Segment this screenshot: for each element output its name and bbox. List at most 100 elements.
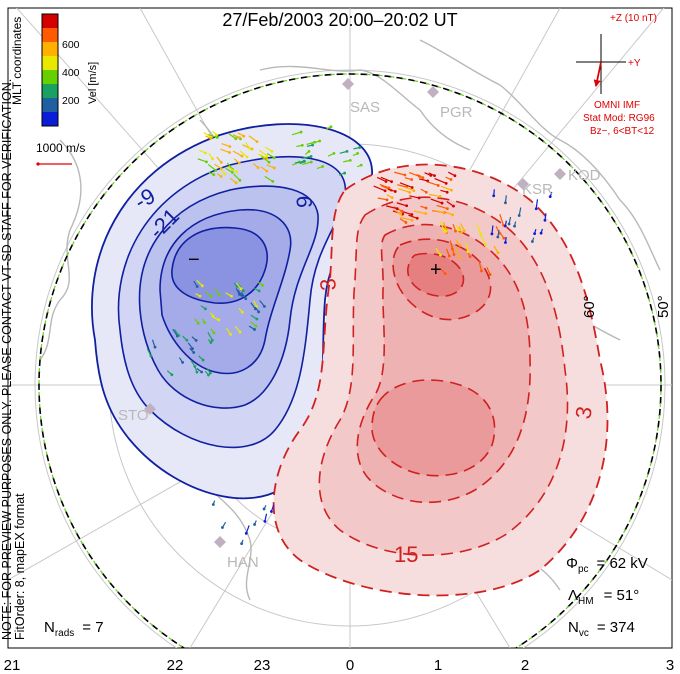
velocity-vector-origin <box>433 174 436 178</box>
velocity-vector-origin <box>239 287 243 291</box>
velocity-vector-origin <box>395 207 399 211</box>
colorbar-tick-600: 600 <box>62 39 80 51</box>
velocity-vector-origin <box>240 154 244 158</box>
velocity-vector-origin <box>418 175 422 178</box>
velocity-vector-origin <box>218 293 221 297</box>
velocity-vector-origin <box>300 143 304 147</box>
velocity-vector-origin <box>458 243 462 247</box>
velocity-vector-origin <box>185 338 189 342</box>
velocity-vector-origin <box>170 373 174 377</box>
velocity-vector <box>408 172 420 178</box>
velocity-vector <box>491 225 494 235</box>
velocity-vector-origin <box>496 235 500 239</box>
colorbar-cell <box>42 70 58 85</box>
velocity-vector-origin <box>196 321 200 325</box>
velocity-vector-origin <box>533 232 537 236</box>
velocity-vector-origin <box>229 332 233 336</box>
velocity-vector-origin <box>198 294 202 298</box>
velocity-vector-origin <box>209 137 213 140</box>
velocity-vector <box>433 209 444 213</box>
velocity-vector <box>197 158 207 163</box>
scale-vector-origin <box>36 162 40 166</box>
velocity-vector-origin <box>270 149 274 153</box>
velocity-vector <box>465 242 469 252</box>
mlt-tick-1: 1 <box>434 657 442 674</box>
velocity-vector-origin <box>415 216 419 220</box>
velocity-vector-origin <box>452 204 455 208</box>
velocity-vector-origin <box>466 250 470 254</box>
imf-dial <box>576 34 626 94</box>
velocity-vector-origin <box>404 221 408 224</box>
map-title: 27/Feb/2003 20:00–20:02 UT <box>222 10 457 30</box>
velocity-vector <box>476 224 482 235</box>
station-label-sto: STO <box>118 407 149 424</box>
velocity-vector-origin <box>452 253 456 256</box>
velocity-vector-origin <box>442 210 445 214</box>
velocity-vector <box>450 243 455 255</box>
velocity-vector-origin <box>248 146 252 150</box>
velocity-vector-origin <box>237 161 241 165</box>
velocity-vector-origin <box>345 149 349 153</box>
hm-boundary-green <box>38 73 662 648</box>
colorbar-cell <box>42 28 58 43</box>
velocity-vector-origin <box>200 284 204 288</box>
station-label-kod: KOD <box>568 167 601 184</box>
velocity-vector-origin <box>496 251 500 255</box>
velocity-vector <box>248 135 258 143</box>
velocity-vector-origin <box>534 207 538 211</box>
velocity-vector <box>233 173 241 181</box>
velocity-vectors <box>146 125 553 546</box>
velocity-vector-origin <box>255 317 259 321</box>
velocity-vector-origin <box>417 196 421 200</box>
velocity-vector <box>435 247 441 256</box>
velocity-vector-origin <box>383 189 387 193</box>
velocity-vector-origin <box>390 196 394 200</box>
contour-label-15: 15 <box>394 542 418 567</box>
velocity-vector <box>294 160 305 164</box>
velocity-vector-origin <box>272 166 276 170</box>
velocity-vector-origin <box>256 166 260 170</box>
velocity-vector <box>227 166 237 173</box>
velocity-vector-origin <box>208 371 212 375</box>
velocity-vector-origin <box>228 151 232 154</box>
velocity-vector-origin <box>267 160 271 164</box>
contour-label-9: 9 <box>292 196 317 208</box>
velocity-vector <box>379 183 390 189</box>
velocity-vector <box>302 161 312 165</box>
mlt-tick-21: 21 <box>4 657 21 674</box>
velocity-vector <box>400 216 413 221</box>
velocity-vector-origin <box>539 231 543 235</box>
velocity-vector <box>385 205 398 210</box>
velocity-vector <box>207 332 213 341</box>
velocity-vector <box>232 150 243 157</box>
velocity-vector <box>397 184 407 188</box>
potential-min-marker: − <box>188 249 200 271</box>
velocity-vector-origin <box>449 178 453 181</box>
station-label-ksr: KSR <box>522 181 553 198</box>
positive-potential-cell <box>272 163 609 597</box>
contour-label-3-right: 3 <box>570 404 597 420</box>
velocity-vector-origin <box>250 147 254 151</box>
velocity-vector-origin <box>195 370 199 374</box>
lat-label-60: 60° <box>581 295 598 318</box>
velocity-vector-origin <box>211 314 215 318</box>
velocity-vector <box>428 193 441 198</box>
mlt-tick-22: 22 <box>167 657 184 674</box>
velocity-vector-origin <box>457 228 461 232</box>
mlt-tick-23: 23 <box>254 657 271 674</box>
velocity-vector <box>377 197 388 201</box>
velocity-vector-origin <box>210 338 214 342</box>
velocity-vector-origin <box>399 212 403 216</box>
velocity-vector-origin <box>329 125 333 129</box>
velocity-vector-origin <box>384 180 388 183</box>
velocity-colorbar <box>41 13 59 127</box>
velocity-vector <box>419 178 428 182</box>
scale-label: 1000 m/s <box>36 141 85 155</box>
velocity-vector-origin <box>253 328 256 331</box>
mlt-tick-0: 0 <box>346 657 354 674</box>
velocity-vector <box>413 210 426 215</box>
velocity-vector-origin <box>245 155 249 159</box>
velocity-vector <box>441 185 452 191</box>
velocity-vector <box>376 176 387 183</box>
velocity-vector-origin <box>488 273 492 276</box>
